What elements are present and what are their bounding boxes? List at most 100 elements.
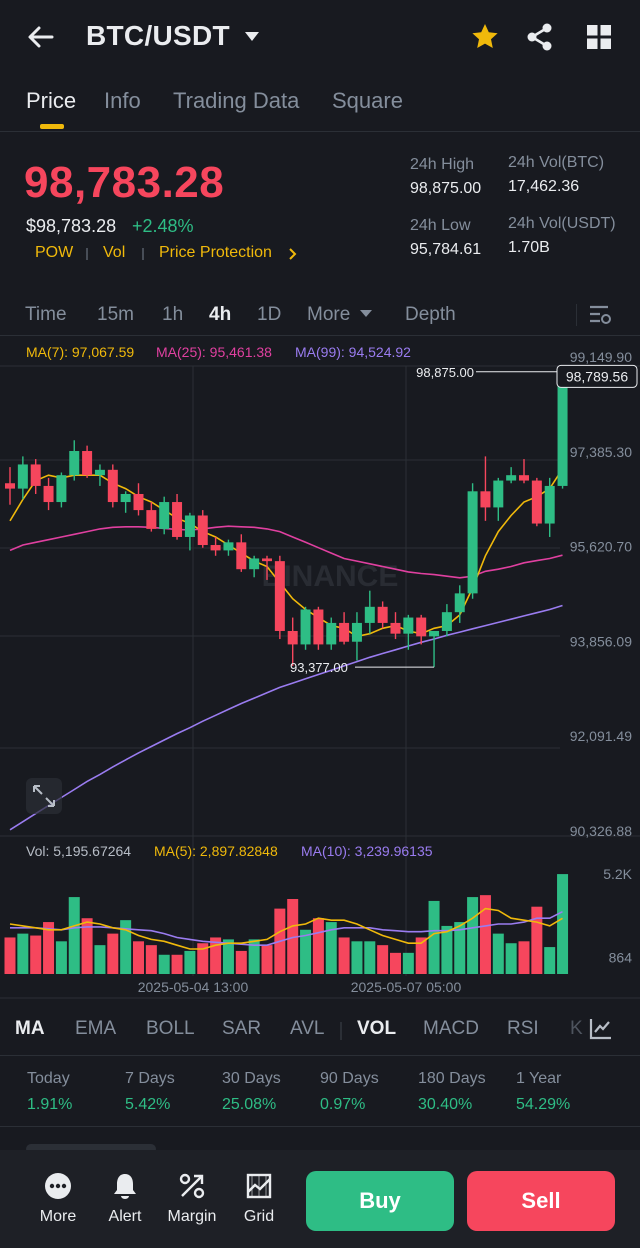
indicator-avl[interactable]: AVL <box>290 1018 325 1039</box>
interval-4h[interactable]: 4h <box>209 304 232 325</box>
indicator-boll[interactable]: BOLL <box>146 1018 195 1039</box>
stat-low-value: 95,784.61 <box>410 241 482 258</box>
indicator-ma[interactable]: MA <box>15 1018 45 1039</box>
candle-body <box>274 561 285 631</box>
back-arrow-icon[interactable] <box>24 20 58 54</box>
interval-depth[interactable]: Depth <box>405 304 456 325</box>
candle-body <box>493 480 504 508</box>
perf-label: 90 Days <box>320 1070 379 1087</box>
share-icon[interactable] <box>525 22 555 52</box>
tag-pow[interactable]: POW <box>35 244 74 261</box>
interval-15m[interactable]: 15m <box>97 304 134 325</box>
grid-button[interactable] <box>227 1172 291 1205</box>
candle-body <box>249 558 260 570</box>
candle-body <box>17 464 28 489</box>
volume-bar <box>171 954 183 974</box>
volume-bar <box>505 943 517 974</box>
chart-settings-icon[interactable] <box>588 304 612 326</box>
grid-label[interactable]: Grid <box>243 1208 275 1225</box>
volume-bar <box>402 952 414 974</box>
tag-price-protection[interactable]: Price Protection <box>159 244 272 261</box>
price-usd: $98,783.28 <box>26 216 117 236</box>
perf-label: 30 Days <box>222 1070 281 1087</box>
candle-body <box>120 493 131 503</box>
ma99-line <box>9 604 563 831</box>
volume-bar <box>415 937 427 974</box>
caret-down-icon[interactable] <box>360 310 372 318</box>
indicator-vol[interactable]: VOL <box>357 1018 397 1039</box>
candle-body <box>454 593 465 613</box>
stat-vol-usdt-value: 1.70B <box>508 239 550 256</box>
candle-body <box>326 622 337 645</box>
volume-bar <box>441 925 453 974</box>
candle-body <box>146 510 157 529</box>
perf-value: 30.40% <box>418 1096 473 1113</box>
volume-bar <box>133 941 144 974</box>
volume-tick-label: 864 <box>609 949 633 965</box>
tag-vol[interactable]: Vol <box>103 244 126 261</box>
buy-button[interactable]: Buy <box>306 1171 454 1231</box>
tag-separator <box>86 248 88 260</box>
perf-value: 25.08% <box>222 1096 277 1113</box>
sell-button[interactable]: Sell <box>467 1171 615 1231</box>
vol-ma10-legend: MA(10): 3,239.96135 <box>301 843 433 859</box>
indicator-sar[interactable]: SAR <box>222 1018 262 1039</box>
volume-bar <box>145 945 157 974</box>
indicator-settings-icon[interactable] <box>588 1016 614 1042</box>
candle-body <box>403 617 414 634</box>
tab-square[interactable]: Square <box>332 88 403 113</box>
indicator-macd[interactable]: MACD <box>423 1018 479 1039</box>
alert-label[interactable]: Alert <box>108 1208 142 1225</box>
candle-body <box>441 612 452 631</box>
volume-bar <box>479 895 491 974</box>
volume-bar <box>492 933 504 974</box>
indicator-rsi[interactable]: RSI <box>507 1018 539 1039</box>
alert-button[interactable] <box>93 1172 157 1205</box>
candle-body <box>544 485 555 524</box>
chevron-right-icon[interactable] <box>288 248 298 260</box>
more-button[interactable] <box>26 1172 90 1205</box>
candle-body <box>159 502 170 529</box>
margin-label[interactable]: Margin <box>167 1208 217 1225</box>
margin-button[interactable] <box>160 1172 224 1205</box>
candle-body <box>223 542 234 551</box>
more-icon <box>45 1173 71 1199</box>
interval-1h[interactable]: 1h <box>162 304 184 325</box>
x-tick-label: 2025-05-07 05:00 <box>351 979 462 995</box>
indicator-kdj[interactable]: K <box>570 1018 583 1039</box>
more-label[interactable]: More <box>39 1208 77 1225</box>
price-tick-label: 93,856.09 <box>570 633 632 649</box>
tab-info[interactable]: Info <box>104 88 141 113</box>
volume-bar <box>287 899 299 974</box>
pair-title[interactable]: BTC/USDT <box>86 20 230 51</box>
tab-trading-data[interactable]: Trading Data <box>173 88 300 113</box>
interval-more[interactable]: More <box>307 304 351 325</box>
candle-body <box>531 480 542 524</box>
volume-bar <box>107 933 119 974</box>
volume-bar <box>81 918 93 974</box>
candle-body <box>480 491 491 508</box>
candle-body <box>172 502 183 537</box>
interval-time[interactable]: Time <box>25 304 67 325</box>
candle-body <box>416 617 427 637</box>
expand-icon[interactable] <box>26 778 62 814</box>
candle-body <box>43 485 54 503</box>
volume-bar <box>222 939 234 974</box>
interval-1d[interactable]: 1D <box>257 304 282 325</box>
perf-value: 54.29% <box>516 1096 571 1113</box>
perf-label: 180 Days <box>418 1070 486 1087</box>
last-price: 98,783.28 <box>24 158 225 207</box>
star-icon[interactable] <box>470 22 500 52</box>
volume-bar <box>454 922 466 974</box>
volume-ma-lines <box>9 907 563 950</box>
kline-chart[interactable]: BINANCE MA(7): 97,067.59 MA(25): 95,461.… <box>0 336 640 1004</box>
grid-icon[interactable] <box>584 22 614 52</box>
bottom-bar: More Alert Margin Grid Buy Sell <box>0 1150 640 1248</box>
tab-price[interactable]: Price <box>26 88 77 113</box>
candle-body <box>429 630 440 637</box>
indicator-ema[interactable]: EMA <box>75 1018 117 1039</box>
caret-down-icon[interactable] <box>243 29 261 43</box>
candle-body <box>82 451 93 476</box>
volume-bar <box>197 943 209 974</box>
price-tick-label: 90,326.88 <box>570 823 632 839</box>
